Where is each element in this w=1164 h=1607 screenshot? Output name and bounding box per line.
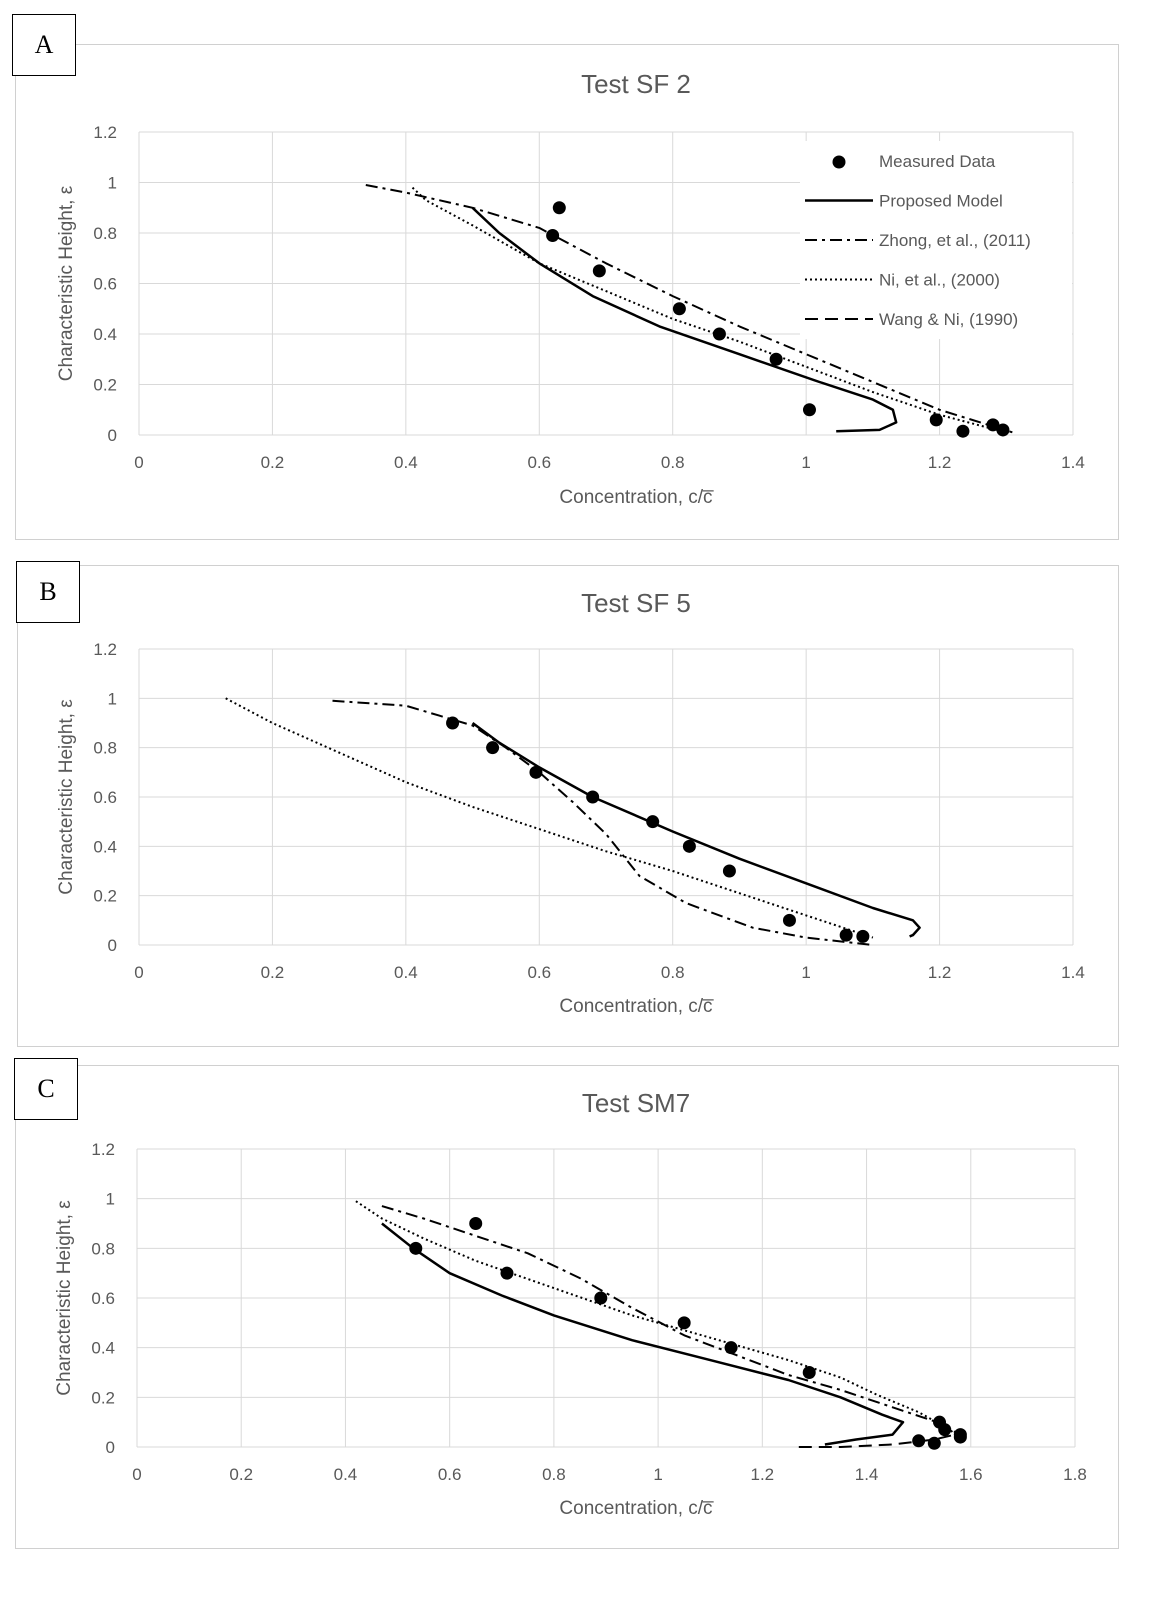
chart-panel-b: [17, 565, 1119, 1047]
x-axis-label: Concentration, c/c̅: [559, 487, 714, 508]
data-point: [856, 929, 870, 943]
y-tick-label: 0: [108, 426, 117, 445]
series-line-solid: [381, 1222, 905, 1446]
chart-title: Test SF 5: [581, 588, 691, 618]
x-tick-label: 0.6: [527, 453, 551, 472]
series-line-dashdot: [332, 699, 874, 946]
x-tick-label: 0.8: [542, 1465, 566, 1484]
data-point: [500, 1266, 514, 1280]
series-line-dashdot: [381, 1205, 956, 1433]
x-axis-label: Concentration, c/c̅: [559, 996, 714, 1017]
x-tick-label: 0.8: [661, 963, 685, 982]
x-tick-label: 0.2: [261, 453, 285, 472]
data-point: [469, 1217, 483, 1230]
x-tick-label: 1.4: [1061, 453, 1085, 472]
y-tick-label: 0: [108, 936, 117, 955]
series-line-solid: [471, 206, 898, 433]
x-tick-label: 0.4: [334, 1465, 358, 1484]
y-axis-label: Characteristic Height, ε: [54, 1200, 75, 1396]
x-tick-label: 0.6: [438, 1465, 462, 1484]
y-tick-label: 0.6: [93, 788, 117, 807]
y-tick-label: 1: [108, 689, 117, 708]
y-tick-label: 1.2: [93, 123, 117, 142]
y-tick-label: 0.4: [93, 837, 117, 856]
series-line-dashdot: [365, 184, 1014, 434]
data-point: [682, 839, 696, 853]
panel-label-b: B: [16, 561, 80, 623]
legend-entry: Ni, et al., (2000): [879, 271, 1000, 290]
x-tick-label: 0.8: [661, 453, 685, 472]
y-tick-label: 0.2: [91, 1388, 115, 1407]
data-point: [529, 765, 543, 779]
series-line-dashed: [798, 1433, 956, 1448]
legend-marker: [832, 155, 846, 169]
x-tick-label: 1.4: [855, 1465, 879, 1484]
x-tick-label: 1.8: [1063, 1465, 1087, 1484]
y-tick-label: 0.8: [93, 224, 117, 243]
series-line-solid: [471, 721, 921, 938]
y-tick-label: 0.8: [93, 739, 117, 758]
y-tick-label: 0.8: [91, 1239, 115, 1258]
x-tick-label: 0.2: [261, 963, 285, 982]
y-tick-label: 0.6: [91, 1289, 115, 1308]
legend-entry: Proposed Model: [879, 192, 1003, 211]
data-point: [552, 201, 566, 215]
data-point: [486, 741, 500, 755]
y-tick-label: 1.2: [91, 1140, 115, 1159]
panel-label-a: A: [12, 14, 76, 76]
chart-title: Test SM7: [582, 1088, 690, 1118]
x-axis-label: Concentration, c/c̅: [559, 1498, 714, 1519]
y-tick-label: 0: [106, 1438, 115, 1457]
chart-test-sf2: 0 0.2 0.4 0.6 0.8 1 1.2 1.4 0 0.2 0.4 0.6 0.8 1 1.2 Tes…: [56, 69, 1085, 508]
data-point: [839, 928, 853, 942]
y-tick-label: 0.6: [93, 275, 117, 294]
y-tick-label: 0.2: [93, 376, 117, 395]
x-tick-label: 1.4: [1061, 963, 1085, 982]
x-tick-label: 1: [801, 453, 810, 472]
data-point: [953, 1430, 967, 1444]
data-point: [594, 1291, 608, 1305]
y-tick-label: 0.4: [91, 1339, 115, 1358]
legend-entry: Measured Data: [879, 152, 996, 171]
x-tick-label: 1.2: [751, 1465, 775, 1484]
x-tick-label: 0.6: [527, 963, 551, 982]
y-tick-label: 1.2: [93, 640, 117, 659]
chart-panel-c: [15, 1065, 1119, 1549]
legend-entry: Wang & Ni, (1990): [879, 310, 1018, 329]
y-tick-label: 0.4: [93, 325, 117, 344]
data-point: [672, 302, 686, 316]
x-tick-label: 0.4: [394, 453, 418, 472]
chart-title: Test SF 2: [581, 69, 691, 99]
data-point: [956, 424, 970, 438]
x-tick-label: 1: [653, 1465, 662, 1484]
x-tick-label: 0.2: [229, 1465, 253, 1484]
x-tick-label: 1.2: [928, 453, 952, 472]
x-tick-label: 0: [134, 963, 143, 982]
x-tick-label: 0.4: [394, 963, 418, 982]
x-tick-label: 0: [132, 1465, 141, 1484]
x-tick-label: 1: [801, 963, 810, 982]
y-axis-label: Characteristic Height, ε: [56, 699, 77, 895]
x-tick-label: 0: [134, 453, 143, 472]
y-tick-label: 1: [108, 174, 117, 193]
series-line-dotted: [355, 1200, 956, 1436]
data-point: [782, 913, 796, 927]
data-point: [802, 1366, 816, 1379]
data-point: [929, 413, 943, 427]
panel-label-c: C: [14, 1058, 78, 1120]
x-tick-label: 1.6: [959, 1465, 983, 1484]
legend-box: [800, 141, 1072, 339]
legend-entry: Zhong, et al., (2011): [879, 231, 1031, 250]
chart-test-sf5: 0 0.2 0.4 0.6 0.8 1 1.2 1.4 0 0.2 0.4 0.6 0.8 1 1.2 Tes…: [56, 588, 1085, 1017]
chart-test-sm7: 0 0.2 0.4 0.6 0.8 1 1.2 1.4 1.6 1.8 0 0.2 0.4 0.6 0.8 1…: [54, 1088, 1087, 1519]
data-point: [677, 1316, 691, 1330]
y-tick-label: 1: [106, 1190, 115, 1209]
data-point: [722, 864, 736, 878]
data-point: [592, 264, 606, 278]
y-tick-label: 0.2: [93, 887, 117, 906]
x-tick-label: 1.2: [928, 963, 952, 982]
y-axis-label: Characteristic Height, ε: [56, 185, 77, 381]
data-point: [802, 403, 816, 417]
series-line-dotted: [225, 697, 874, 939]
